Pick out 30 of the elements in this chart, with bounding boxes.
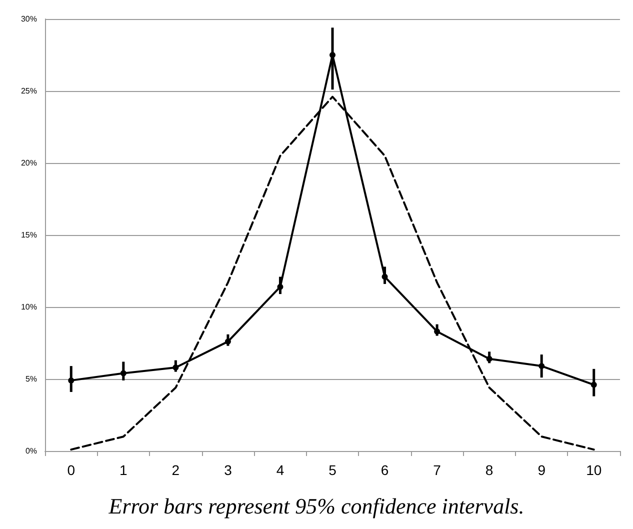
y-tick-label: 0% — [25, 446, 37, 456]
y-tick-label: 15% — [20, 230, 37, 240]
point — [486, 356, 492, 362]
text: Error bars represent 95% confidence intervals. — [108, 494, 524, 518]
y-tick-label: 10% — [20, 302, 37, 312]
x-tick-label: 9 — [538, 462, 546, 478]
x-tick-label: 8 — [485, 462, 494, 478]
point — [172, 364, 179, 370]
x-tick-label: 3 — [224, 462, 232, 478]
point — [590, 382, 597, 388]
x-tick-label: 10 — [586, 462, 602, 478]
y-tick-label: 5% — [25, 374, 37, 384]
x-tick-label: 6 — [380, 462, 389, 478]
point — [434, 328, 440, 334]
y-tick-label: 20% — [20, 158, 37, 168]
y-tick-label: 30% — [20, 14, 37, 24]
x-tick-label: 5 — [328, 462, 337, 478]
x-tick-label: 0 — [67, 462, 76, 478]
point — [277, 284, 284, 290]
x-tick-label: 7 — [433, 462, 442, 478]
point — [120, 370, 126, 376]
x-tick-label: 1 — [120, 462, 128, 478]
point — [224, 338, 231, 345]
x-tick-label: 2 — [172, 462, 180, 478]
point — [382, 274, 388, 280]
point — [68, 377, 74, 384]
x-tick-label: 4 — [276, 462, 284, 478]
y-tick-label: 25% — [20, 86, 37, 96]
point — [538, 363, 545, 370]
point — [330, 52, 336, 58]
